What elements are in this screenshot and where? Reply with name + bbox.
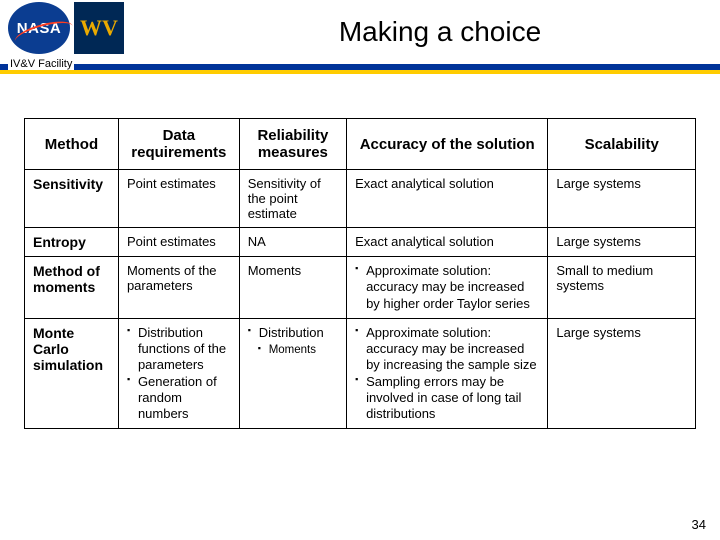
bullet-item: Approximate solution: accuracy may be in… [355,325,539,374]
table-row: Entropy Point estimates NA Exact analyti… [25,228,696,257]
cell-reliability: Sensitivity of the point estimate [239,170,346,228]
page-title: Making a choice [180,16,700,48]
divider-yellow [0,70,720,74]
bullet-item: Distribution [248,325,338,341]
bullet-list: Distribution [248,325,338,341]
table-header-row: Method Data requirements Reliability mea… [25,119,696,170]
cell-method: Method of moments [25,257,119,319]
comparison-table: Method Data requirements Reliability mea… [24,118,696,429]
col-header-method: Method [25,119,119,170]
content-area: Method Data requirements Reliability mea… [0,90,720,429]
col-header-reliability: Reliability measures [239,119,346,170]
cell-scalability: Large systems [548,318,696,429]
bullet-item: Moments [258,343,338,357]
cell-accuracy: Approximate solution: accuracy may be in… [347,318,548,429]
bullet-item: Sampling errors may be involved in case … [355,374,539,423]
cell-data-req: Moments of the parameters [118,257,239,319]
cell-data-req: Distribution functions of the parameters… [118,318,239,429]
table-row: Method of moments Moments of the paramet… [25,257,696,319]
bullet-item: Distribution functions of the parameters [127,325,231,374]
nasa-logo: NASA [8,2,70,54]
cell-accuracy: Exact analytical solution [347,170,548,228]
facility-label: IV&V Facility [8,58,74,70]
cell-reliability: Moments [239,257,346,319]
page-number: 34 [692,517,706,532]
cell-data-req: Point estimates [118,170,239,228]
bullet-list: Approximate solution: accuracy may be in… [355,325,539,423]
bullet-item: Approximate solution: accuracy may be in… [355,263,539,312]
bullet-list: Approximate solution: accuracy may be in… [355,263,539,312]
cell-method: Monte Carlo simulation [25,318,119,429]
cell-scalability: Large systems [548,228,696,257]
table-row: Monte Carlo simulation Distribution func… [25,318,696,429]
cell-data-req: Point estimates [118,228,239,257]
col-header-scalability: Scalability [548,119,696,170]
cell-method: Entropy [25,228,119,257]
cell-reliability: NA [239,228,346,257]
cell-scalability: Small to medium systems [548,257,696,319]
bullet-item: Generation of random numbers [127,374,231,423]
col-header-data: Data requirements [118,119,239,170]
col-header-accuracy: Accuracy of the solution [347,119,548,170]
cell-accuracy: Approximate solution: accuracy may be in… [347,257,548,319]
wv-logo-text: WV [80,20,118,35]
bullet-list-nested: Moments [258,343,338,357]
bullet-list: Distribution functions of the parameters… [127,325,231,423]
slide-header: NASA WV Making a choice IV&V Facility [0,0,720,90]
cell-accuracy: Exact analytical solution [347,228,548,257]
cell-reliability: Distribution Moments [239,318,346,429]
logo-group: NASA WV [8,2,124,54]
table-row: Sensitivity Point estimates Sensitivity … [25,170,696,228]
cell-scalability: Large systems [548,170,696,228]
wv-logo: WV [74,2,124,54]
cell-method: Sensitivity [25,170,119,228]
